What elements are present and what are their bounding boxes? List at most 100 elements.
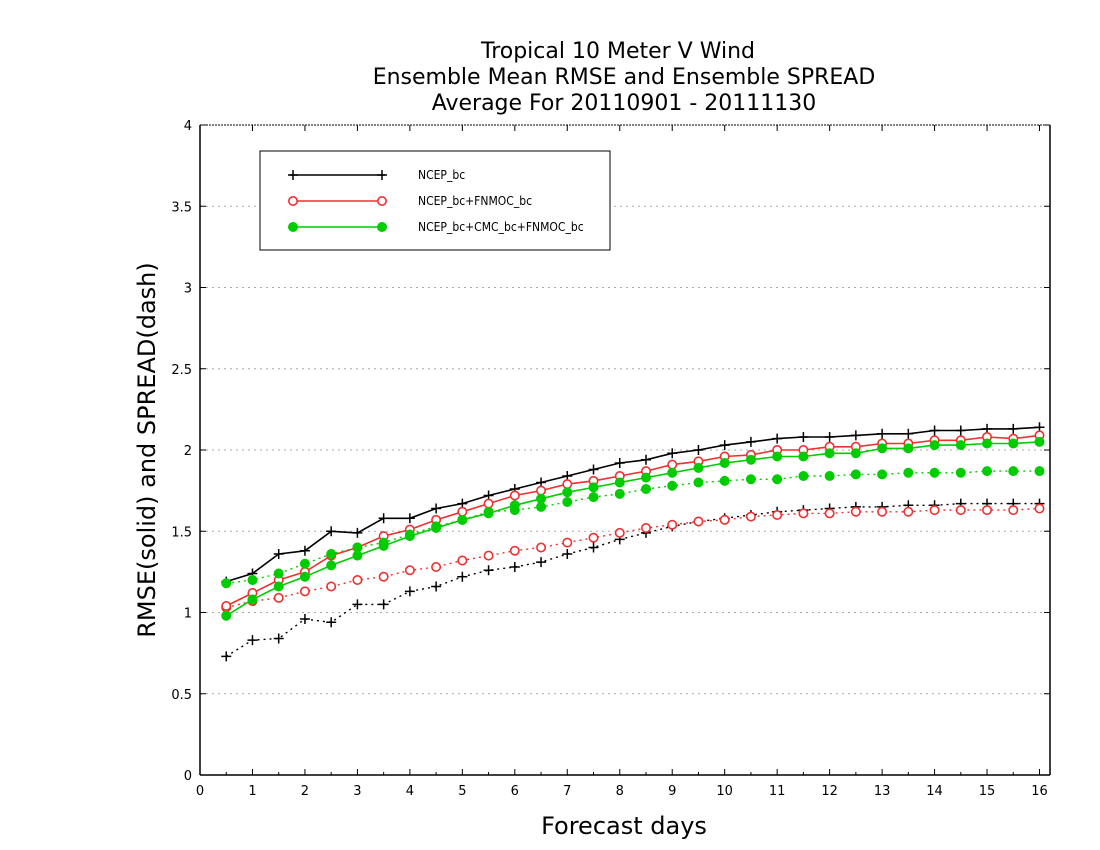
series-1-spread-point-3 <box>299 586 310 597</box>
series-0-rmse-point-4 <box>326 526 337 537</box>
series-0-rmse-point-18 <box>693 445 704 455</box>
title-line-1: Tropical 10 Meter V Wind <box>480 39 755 64</box>
series-2-rmse-point-26 <box>903 443 914 454</box>
series-2-rmse-point-13 <box>562 487 573 498</box>
legend-entry-2: NCEP_bc+CMC_bc+FNMOC_bc <box>288 220 584 234</box>
legend-marker-left-1 <box>287 196 298 207</box>
legend-marker-left-2 <box>288 222 298 232</box>
series-2-spread-point-15 <box>614 488 625 499</box>
x-tick-label-10: 10 <box>716 784 733 799</box>
legend-label-0: NCEP_bc <box>418 168 465 182</box>
y-tick-label-7: 3.5 <box>171 200 192 215</box>
series-1-spread-point-7 <box>404 565 415 576</box>
series-1-rmse-point-13 <box>562 479 573 490</box>
series-0-rmse-point-30 <box>1008 423 1019 434</box>
series-2-spread-point-16 <box>640 484 651 494</box>
series-1-spread-point-29 <box>982 505 993 516</box>
y-tick-label-1: 0.5 <box>171 688 192 703</box>
y-tick-label-3: 1.5 <box>171 525 192 540</box>
series-2-spread-point-22 <box>798 471 809 481</box>
series-1-spread-point-2 <box>273 592 284 603</box>
series-2-rmse-point-23 <box>824 448 835 459</box>
legend-entry-1: NCEP_bc+FNMOC_bc <box>287 194 532 208</box>
series-0-spread-point-11 <box>509 562 520 572</box>
series-1-rmse-point-9 <box>457 506 468 517</box>
x-tick-label-16: 16 <box>1031 784 1048 799</box>
grid-lines <box>200 205 1050 695</box>
series-1-spread-point-13 <box>562 537 573 548</box>
x-tick-label-5: 5 <box>458 784 466 799</box>
title-line-2: Ensemble Mean RMSE and Ensemble SPREAD <box>373 65 876 90</box>
series-0-rmse-point-17 <box>667 448 678 459</box>
x-tick-label-7: 7 <box>563 784 571 799</box>
series-2-rmse-point-31 <box>1034 436 1045 447</box>
legend-marker-right-2 <box>377 222 387 232</box>
series-2-spread-point-21 <box>772 474 783 485</box>
series-2-rmse-point-20 <box>745 454 756 465</box>
series-0-spread-point-4 <box>326 617 337 628</box>
series-2-spread-point-27 <box>929 467 940 478</box>
series-0-spread-point-3 <box>299 614 310 624</box>
series-2-rmse-point-19 <box>719 458 730 468</box>
series-0-spread-point-10 <box>483 565 494 576</box>
series-2-spread-point-0 <box>221 578 232 589</box>
series-2-rmse-point-16 <box>640 472 651 483</box>
series-2-rmse-point-18 <box>693 462 704 473</box>
series-0-spread-point-8 <box>431 581 442 592</box>
series-0-rmse-point-8 <box>431 503 442 514</box>
series-2-spread-point-23 <box>824 471 835 481</box>
x-axis-label: Forecast days <box>541 812 707 840</box>
series-2-spread-point-31 <box>1034 466 1045 477</box>
series-2-rmse-line <box>225 441 1040 617</box>
series-1-spread-point-20 <box>745 511 756 522</box>
series-2-spread-point-18 <box>693 477 704 488</box>
series-1-spread-point-17 <box>667 519 678 530</box>
series-0-rmse-point-19 <box>719 440 730 451</box>
series-2-rmse-point-21 <box>772 451 783 462</box>
series-1-rmse-point-12 <box>536 485 547 496</box>
series-1-rmse-point-0 <box>221 600 232 611</box>
series-0-rmse-point-27 <box>929 425 940 436</box>
series-2-rmse-point-12 <box>536 493 547 504</box>
series-2-spread-point-28 <box>955 467 966 478</box>
legend-label-2: NCEP_bc+CMC_bc+FNMOC_bc <box>418 220 584 234</box>
series-0-rmse-point-20 <box>745 436 756 447</box>
series-1-rmse-point-17 <box>667 459 678 470</box>
x-tick-label-6: 6 <box>511 784 519 799</box>
x-tick-label-4: 4 <box>406 784 414 799</box>
series-2-rmse-point-29 <box>982 438 993 449</box>
x-tick-label-3: 3 <box>353 784 361 799</box>
title-line-3: Average For 20110901 - 20111130 <box>432 91 817 116</box>
y-tick-label-6: 3 <box>184 282 192 297</box>
series-2-rmse-point-24 <box>850 448 861 459</box>
x-tick-label-1: 1 <box>248 784 256 799</box>
series-2-spread-point-13 <box>562 497 573 507</box>
chart-title: Tropical 10 Meter V Wind Ensemble Mean R… <box>373 39 876 116</box>
series-1-spread-line <box>226 507 1040 609</box>
series-2-rmse-point-27 <box>929 440 940 451</box>
series-2-spread-point-2 <box>273 568 284 579</box>
series-1-spread-point-9 <box>457 555 468 566</box>
series-1-spread-point-6 <box>378 571 389 582</box>
series-1-spread-point-26 <box>903 506 914 517</box>
series-2-spread-point-19 <box>719 475 730 486</box>
series-0-rmse-point-7 <box>404 513 415 524</box>
legend-marker-left-0 <box>288 170 298 180</box>
series-2-rmse-point-30 <box>1008 438 1019 449</box>
series-0-rmse-point-23 <box>824 432 835 442</box>
series-2-spread-point-29 <box>982 466 993 477</box>
series-1-spread-point-4 <box>326 581 337 592</box>
series-2-rmse-point-28 <box>955 440 966 451</box>
series-2-rmse-point-15 <box>614 477 625 488</box>
series-layer <box>221 422 1045 662</box>
series-0-spread-point-5 <box>352 599 363 610</box>
series-2-spread-point-3 <box>299 558 310 569</box>
series-0-spread-point-0 <box>221 651 232 662</box>
y-tick-label-8: 4 <box>184 119 192 134</box>
series-1-spread-point-8 <box>431 561 442 572</box>
series-1-spread-point-19 <box>719 514 730 525</box>
series-0-spread-point-12 <box>536 557 547 568</box>
series-0-rmse-point-21 <box>772 433 783 444</box>
series-0-spread-point-13 <box>562 549 573 559</box>
